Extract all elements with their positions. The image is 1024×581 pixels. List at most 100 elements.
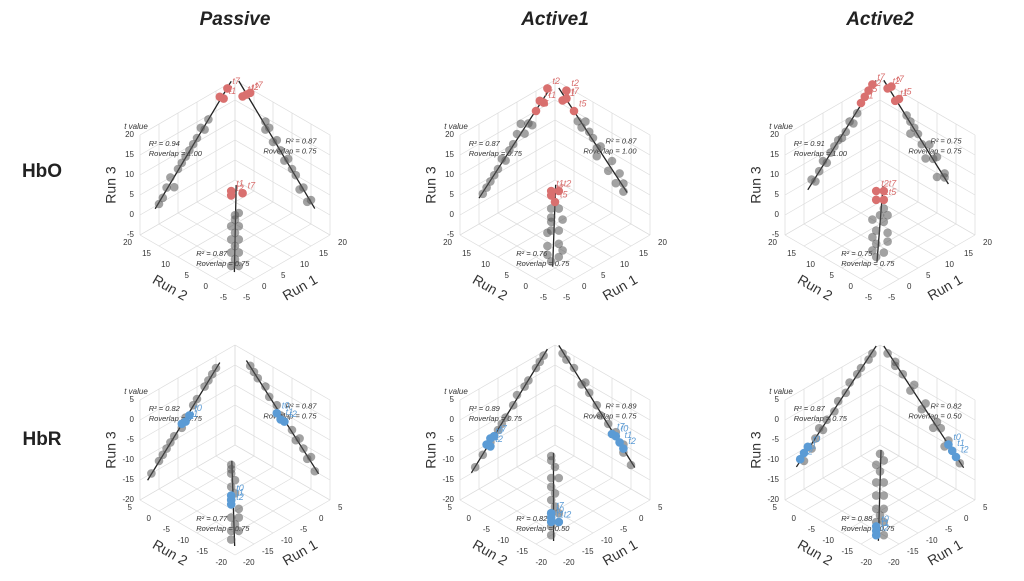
data-point xyxy=(532,107,541,116)
grid-line xyxy=(880,345,975,400)
overlap-annotation: Roverlap = 0.75 xyxy=(583,411,637,420)
run2-tick-label: 15 xyxy=(787,249,796,258)
data-point xyxy=(906,129,915,138)
grid-line xyxy=(785,445,880,500)
data-point xyxy=(872,196,881,205)
r2-annotation: R² = 0.82 xyxy=(149,404,181,413)
run1-tick-label: -10 xyxy=(926,536,938,545)
data-point xyxy=(593,144,602,153)
run2-tick-label: 20 xyxy=(768,238,777,247)
data-point xyxy=(899,370,908,379)
data-point xyxy=(307,453,316,462)
data-point xyxy=(273,136,282,145)
data-point xyxy=(604,167,613,176)
axis-label: t value xyxy=(444,387,468,396)
data-point xyxy=(170,432,179,441)
data-point xyxy=(547,474,556,483)
data-point xyxy=(265,124,274,133)
r2-annotation: R² = 0.91 xyxy=(794,139,825,148)
data-point xyxy=(921,154,930,163)
data-point xyxy=(608,430,617,439)
data-point xyxy=(849,119,858,128)
run3-tick-label: 0 xyxy=(775,210,780,219)
data-point xyxy=(880,248,889,257)
axis-label: t value xyxy=(124,122,148,131)
data-point xyxy=(212,364,221,373)
data-point xyxy=(842,389,851,398)
data-point xyxy=(543,251,552,260)
data-point xyxy=(880,187,889,196)
data-point xyxy=(558,246,567,255)
run2-tick-label: -20 xyxy=(215,558,227,567)
run3-tick-label: 0 xyxy=(130,210,135,219)
run2-tick-label: 5 xyxy=(185,271,190,280)
run2-tick-label: 10 xyxy=(806,260,815,269)
run2-tick-label: 5 xyxy=(505,271,510,280)
run2-tick-label: 5 xyxy=(128,503,133,512)
data-point xyxy=(555,474,564,483)
data-point xyxy=(872,461,881,470)
data-point xyxy=(494,165,503,174)
data-point xyxy=(891,358,900,367)
overlap-annotation: Roverlap = 0.75 xyxy=(469,149,523,158)
run1-tick-label: -15 xyxy=(907,547,919,556)
run3-tick-label: 0 xyxy=(450,415,455,424)
data-point xyxy=(627,461,636,470)
r2-annotation: R² = 0.94 xyxy=(149,139,180,148)
data-point xyxy=(193,134,202,143)
data-point xyxy=(940,169,949,178)
grid-line xyxy=(140,160,235,215)
point-label: t7 xyxy=(877,72,886,82)
data-point xyxy=(547,509,556,518)
r2-annotation: R² = 0.77 xyxy=(196,514,228,523)
overlap-annotation: Roverlap = 1.00 xyxy=(149,149,203,158)
run1-tick-label: 20 xyxy=(658,238,667,247)
data-point xyxy=(238,189,247,198)
data-point xyxy=(276,146,285,155)
grid-line xyxy=(460,425,555,480)
data-point xyxy=(895,95,904,104)
data-point xyxy=(486,442,495,451)
point-label: t2 xyxy=(289,409,297,419)
point-label: t2 xyxy=(628,436,636,446)
data-point xyxy=(868,349,877,358)
run3-tick-label: 10 xyxy=(770,170,779,179)
run2-tick-label: 10 xyxy=(481,260,490,269)
run2-tick-label: -10 xyxy=(497,536,509,545)
data-point xyxy=(311,467,320,476)
run2-tick-label: -5 xyxy=(483,525,491,534)
run3-tick-label: 20 xyxy=(770,130,779,139)
data-point xyxy=(872,187,881,196)
run1-tick-label: 10 xyxy=(945,260,954,269)
data-point xyxy=(299,444,308,453)
column-title: Passive xyxy=(200,9,271,30)
data-point xyxy=(181,152,190,161)
data-point xyxy=(231,520,240,529)
run3-tick-label: -5 xyxy=(772,435,780,444)
grid-line xyxy=(460,180,555,235)
data-point xyxy=(880,204,889,213)
run3-tick-label: 15 xyxy=(445,150,454,159)
grid-line xyxy=(140,180,235,235)
run3-tick-label: -15 xyxy=(767,475,779,484)
data-point xyxy=(593,401,602,410)
data-point xyxy=(520,129,529,138)
data-point xyxy=(581,378,590,387)
data-point xyxy=(505,146,514,155)
data-point xyxy=(845,378,854,387)
point-label: t7 xyxy=(889,178,898,188)
axis-label: Run 3 xyxy=(748,431,764,469)
grid-line xyxy=(555,425,650,480)
run2-tick-label: 5 xyxy=(448,503,453,512)
data-point xyxy=(883,229,892,238)
run2-tick-label: -15 xyxy=(516,547,528,556)
point-label: t7 xyxy=(896,74,905,84)
run2-tick-label: 5 xyxy=(773,503,778,512)
run2-tick-label: -5 xyxy=(808,525,816,534)
axis-label: Run 1 xyxy=(600,271,641,304)
overlap-annotation: Roverlap = 0.75 xyxy=(263,146,317,155)
run3-tick-label: -15 xyxy=(122,475,134,484)
data-point xyxy=(558,349,567,358)
point-label: t5 xyxy=(541,98,550,108)
r2-annotation: R² = 0.88 xyxy=(841,514,873,523)
